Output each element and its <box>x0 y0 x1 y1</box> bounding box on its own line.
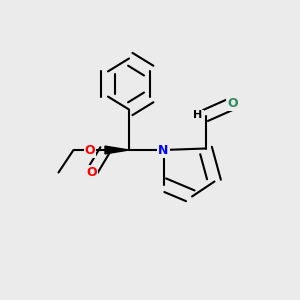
Text: H: H <box>194 110 202 121</box>
Text: N: N <box>158 143 169 157</box>
Text: O: O <box>227 97 238 110</box>
Text: O: O <box>85 143 95 157</box>
Polygon shape <box>105 146 129 154</box>
Text: O: O <box>86 166 97 179</box>
